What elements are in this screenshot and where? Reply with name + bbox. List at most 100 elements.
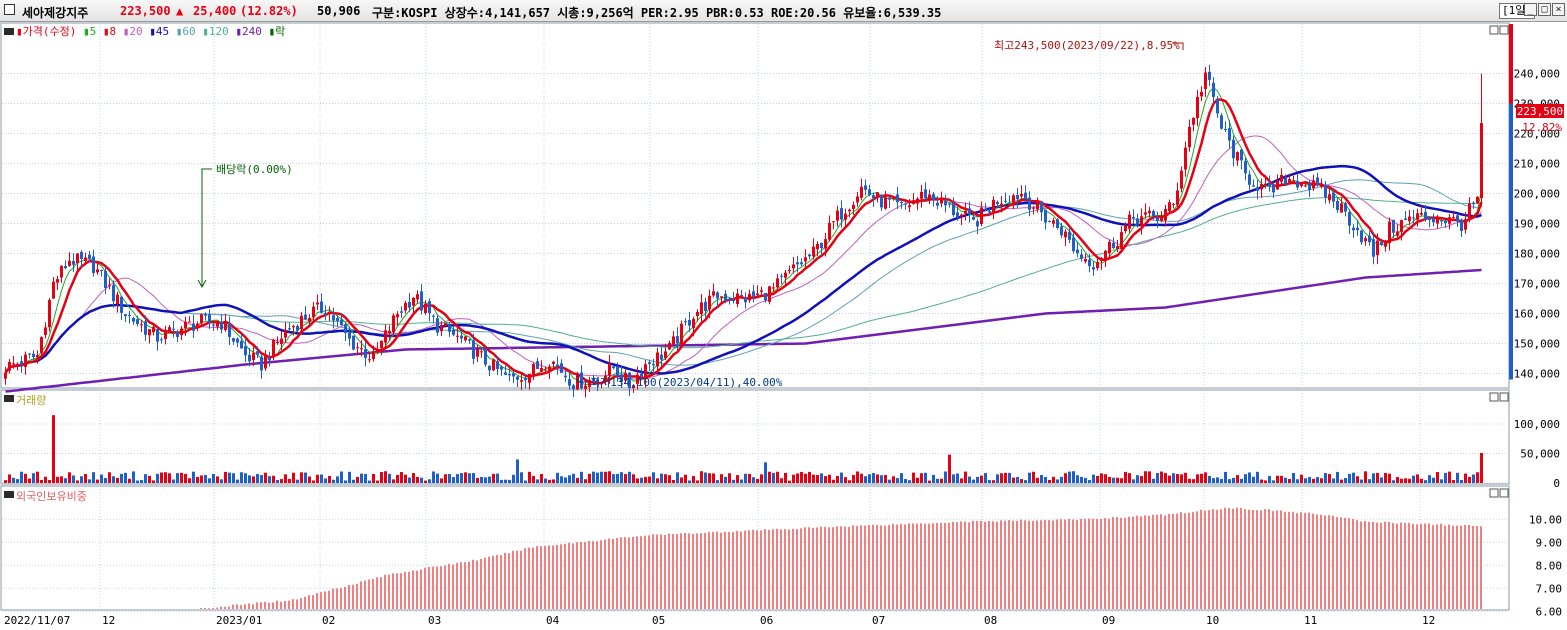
panel-close-icon[interactable] [1499, 25, 1509, 35]
candle-body [280, 338, 283, 345]
candle-body [756, 293, 759, 296]
candle-body [904, 203, 907, 205]
foreign-bar [1116, 517, 1118, 609]
candle-body [976, 221, 979, 227]
candle-body [152, 326, 155, 333]
volume-bar [352, 479, 355, 483]
foreign-bar [524, 548, 526, 609]
foreign-bar [736, 530, 738, 609]
maximize-icon[interactable]: □ [1538, 3, 1551, 16]
foreign-bar [980, 520, 982, 609]
foreign-bar [696, 533, 698, 609]
candle-body [244, 346, 247, 356]
foreign-bar [1172, 513, 1174, 609]
panel-menu-icon[interactable] [4, 395, 14, 402]
close-icon[interactable]: × [1552, 3, 1565, 16]
volume-bar [280, 479, 283, 483]
volume-bar [880, 475, 883, 483]
volume-bar [1380, 477, 1383, 483]
minimize-icon[interactable]: _ [1524, 3, 1537, 16]
candle-body [1200, 91, 1203, 97]
candle-body [560, 363, 563, 373]
foreign-bar [596, 541, 598, 609]
price-tick-label: 220,000 [1514, 128, 1560, 141]
foreign-bar [256, 602, 258, 609]
panel-close-icon[interactable] [1499, 488, 1509, 498]
select-checkbox[interactable] [4, 4, 15, 15]
candle-body [912, 200, 915, 204]
foreign-bar [1260, 510, 1262, 609]
foreign-bar [408, 571, 410, 609]
volume-bar [232, 473, 235, 483]
candle-body [1000, 203, 1003, 207]
volume-bar [124, 472, 127, 483]
panel-close-icon[interactable] [1499, 392, 1509, 402]
foreign-bar [688, 533, 690, 609]
foreign-bar [1264, 509, 1266, 609]
candle-body [1220, 115, 1223, 129]
foreign-bar [1024, 520, 1026, 609]
foreign-bar [984, 521, 986, 609]
candle-body [1068, 231, 1071, 240]
candle-body [348, 332, 351, 339]
panel-minimize-icon[interactable] [1489, 25, 1499, 35]
foreign-bar [948, 522, 950, 609]
volume-bar [68, 472, 71, 483]
foreign-bar [1272, 511, 1274, 609]
foreign-bar [716, 531, 718, 609]
volume-bar [844, 477, 847, 483]
foreign-bar [820, 526, 822, 609]
volume-bar [184, 473, 187, 483]
foreign-bar [304, 596, 306, 609]
volume-bar [588, 473, 591, 483]
volume-bar [1136, 475, 1139, 483]
volume-bar [596, 472, 599, 483]
volume-bar [44, 476, 47, 483]
candle-body [888, 197, 891, 200]
volume-bar [1336, 471, 1339, 483]
candle-body [1268, 183, 1271, 187]
foreign-bar [600, 540, 602, 609]
candle-body [388, 330, 391, 334]
volume-bar [672, 479, 675, 483]
panel-minimize-icon[interactable] [1489, 392, 1499, 402]
volume-bar [928, 480, 931, 483]
foreign-bar [964, 521, 966, 609]
foreign-bar [360, 581, 362, 609]
volume-bar [1448, 471, 1451, 483]
low-annotation-arrow [577, 375, 588, 383]
volume-bar [228, 472, 231, 483]
candle-body [196, 323, 199, 329]
grid-lines [2, 24, 1508, 612]
candle-body [1040, 201, 1043, 213]
candle-body [568, 379, 571, 386]
foreign-bar [744, 530, 746, 609]
volume-bar [668, 475, 671, 483]
panel-menu-icon[interactable] [4, 491, 14, 498]
volume-bar [1004, 472, 1007, 483]
foreign-bar [1072, 519, 1074, 609]
foreign-bar [1476, 525, 1478, 609]
volume-bar [616, 473, 619, 483]
foreign-bar [1268, 509, 1270, 609]
volume-bar [32, 473, 35, 483]
foreign-bar [660, 534, 662, 609]
volume-bar [336, 476, 339, 483]
foreign-bar [628, 537, 630, 609]
candle-body [800, 262, 803, 265]
foreign-bar [1160, 514, 1162, 609]
candle-body [276, 341, 279, 343]
foreign-bar [1192, 512, 1194, 609]
panel-menu-icon[interactable] [4, 28, 14, 35]
volume-bar [936, 478, 939, 483]
candle-body [1108, 241, 1111, 254]
volume-bar [1008, 472, 1011, 483]
volume-bar [380, 472, 383, 483]
volume-bar [1408, 478, 1411, 483]
foreign-bar [700, 533, 702, 609]
stock-info: 구분:KOSPI 상장수:4,141,657 시총:9,256억 PER:2.9… [372, 6, 942, 20]
panel-minimize-icon[interactable] [1489, 488, 1499, 498]
candle-body [984, 208, 987, 211]
volume-bar [788, 480, 791, 483]
